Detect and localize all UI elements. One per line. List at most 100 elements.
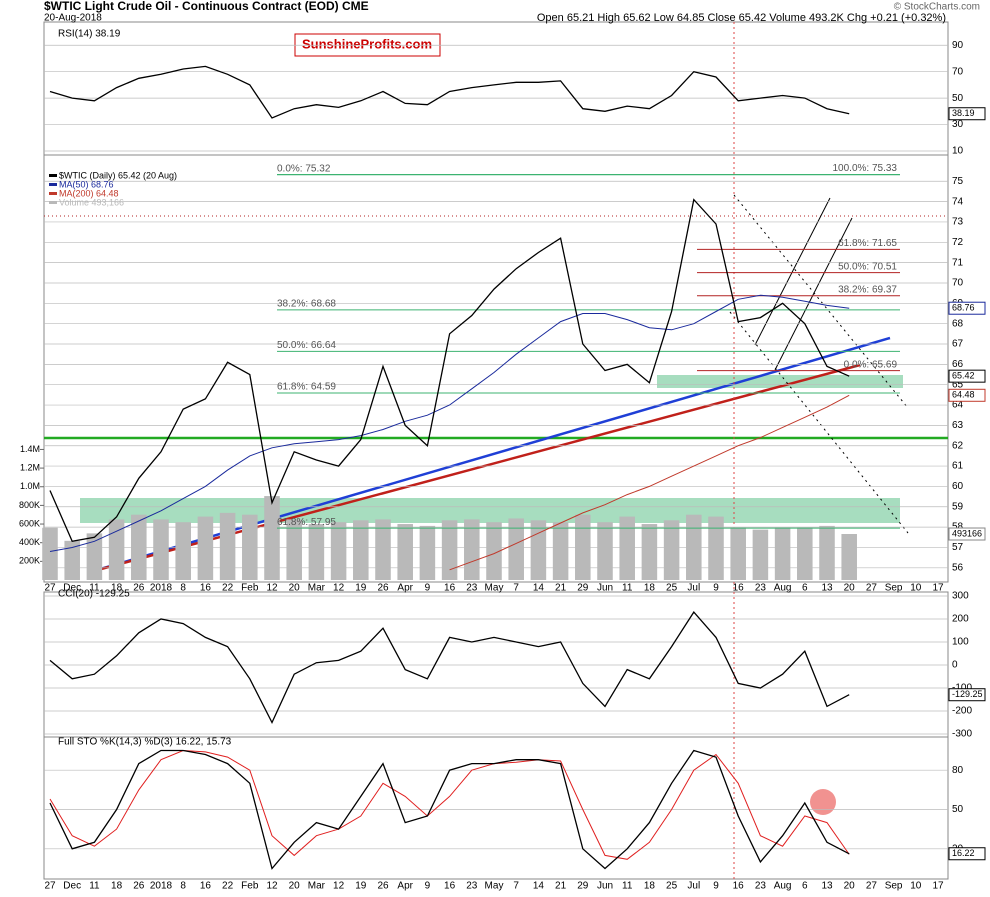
data-line (49, 198, 850, 543)
y-tick-label: 56 (952, 562, 964, 573)
x-tick-label: 9 (713, 881, 719, 892)
x-tick-label: 12 (333, 583, 345, 594)
x-tick-label: 18 (644, 881, 656, 892)
channel-line (733, 194, 909, 409)
volume-bar (197, 516, 214, 580)
data-line (49, 611, 850, 724)
y-tick-label: 74 (952, 196, 964, 207)
x-tick-label: 10 (910, 583, 922, 594)
x-tick-label: 21 (555, 583, 567, 594)
value-tag: -129.25 (952, 689, 983, 699)
legend-entry: $WTIC (Daily) 65.42 (20 Aug) (59, 170, 177, 180)
x-tick-label: 16 (444, 881, 456, 892)
x-tick-label: May (485, 881, 504, 892)
y2-tick-label: 1.4M (20, 444, 40, 454)
x-tick-label: 23 (755, 881, 767, 892)
y-tick-label: 10 (952, 146, 964, 157)
channel-line (774, 217, 853, 371)
data-line (449, 394, 850, 571)
volume-bar (64, 540, 80, 580)
x-tick-label: 11 (622, 583, 633, 594)
x-tick-label: 9 (425, 583, 431, 594)
legend-entry: Volume 493,166 (59, 197, 124, 207)
y2-tick-label: 1.2M (20, 462, 40, 472)
price-frame (43, 21, 949, 583)
volume-bar (752, 529, 769, 580)
volume-bar (86, 533, 103, 580)
legend-entry: MA(200) 64.48 (59, 188, 119, 198)
x-tick-label: 8 (180, 583, 186, 594)
volume-bar (552, 522, 569, 580)
x-tick-label: Jun (597, 881, 613, 892)
x-tick-label: 22 (222, 583, 234, 594)
x-tick-label: 29 (577, 881, 589, 892)
x-tick-label: 21 (555, 881, 567, 892)
panel-title: Full STO %K(14,3) %D(3) 16.22, 15.73 (58, 737, 232, 748)
volume-bar (597, 522, 613, 580)
y-tick-label: 65 (952, 379, 964, 390)
y-tick-label: 50 (952, 804, 964, 815)
x-tick-label: 11 (89, 881, 100, 892)
y-tick-label: 0 (952, 660, 958, 671)
y-tick-label: 71 (952, 257, 964, 268)
x-tick-label: Apr (397, 881, 413, 892)
value-tag-box (948, 107, 986, 121)
volume-bar (175, 522, 191, 580)
y-tick-label: 80 (952, 765, 964, 776)
y-tick-label: 59 (952, 501, 964, 512)
x-tick-label: 16 (200, 881, 212, 892)
volume-bar (42, 527, 58, 580)
y-tick-label: 100 (952, 637, 969, 648)
x-tick-label: 27 (866, 881, 878, 892)
x-tick-label: 7 (513, 881, 519, 892)
y-tick-label: 60 (952, 481, 964, 492)
x-tick-label: 14 (533, 881, 545, 892)
y-tick-label: 70 (952, 66, 964, 77)
value-tag: 493166 (952, 528, 982, 538)
y2-tick-label: 400K (19, 537, 40, 547)
x-tick-label: 16 (733, 881, 745, 892)
x-tick-label: Dec (63, 583, 81, 594)
support-zone (80, 498, 900, 523)
quote: Open 65.21 High 65.62 Low 64.85 Close 65… (537, 12, 946, 24)
volume-bar (464, 519, 480, 580)
x-tick-label: 26 (377, 583, 389, 594)
y-tick-label: 64 (952, 400, 964, 411)
x-tick-label: 20 (289, 881, 301, 892)
volume-bar (797, 527, 813, 580)
volume-bar (730, 527, 746, 580)
fib-label: 61.8%: 71.65 (838, 238, 897, 249)
x-tick-label: 18 (644, 583, 656, 594)
value-tag-box (948, 527, 986, 541)
y-tick-label: -300 (952, 729, 972, 740)
x-tick-label: 9 (425, 881, 431, 892)
volume-bar (353, 520, 369, 580)
y-tick-label: -200 (952, 706, 972, 717)
volume-bar (686, 514, 702, 580)
volume-bar (108, 519, 125, 580)
value-tag-box (948, 847, 986, 861)
y-tick-label: 200 (952, 614, 969, 625)
fib-label: 100.0%: 75.33 (833, 163, 898, 174)
x-tick-label: 19 (355, 583, 367, 594)
y-tick-label: 70 (952, 278, 964, 289)
x-tick-label: 17 (932, 583, 944, 594)
y-tick-label: 58 (952, 522, 964, 533)
x-tick-label: 27 (44, 881, 56, 892)
x-tick-label: May (485, 583, 504, 594)
x-tick-label: 16 (444, 583, 456, 594)
x-tick-label: Jul (687, 583, 700, 594)
volume-bar (708, 516, 724, 580)
value-tag: 68.76 (952, 303, 975, 313)
data-line (49, 65, 850, 119)
x-tick-label: 7 (513, 583, 519, 594)
volume-bar (530, 520, 547, 580)
value-tag-box (948, 388, 986, 402)
volume-bar (308, 524, 325, 580)
x-tick-label: 22 (222, 881, 234, 892)
volume-bar (774, 527, 791, 580)
x-tick-label: 2018 (150, 881, 173, 892)
x-tick-label: 10 (910, 881, 922, 892)
x-tick-label: 13 (821, 583, 833, 594)
